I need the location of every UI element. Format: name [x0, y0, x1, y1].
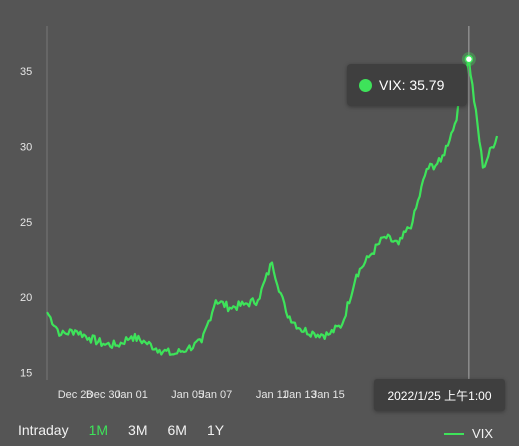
- x-tick-label: Dec 30: [86, 389, 121, 401]
- y-tick-label: 25: [20, 217, 32, 229]
- y-tick-label: 30: [20, 142, 32, 154]
- y-tick-label: 20: [20, 292, 32, 304]
- y-tick-label: 35: [20, 66, 32, 78]
- x-tick-label: Jan 07: [199, 389, 232, 401]
- value-tooltip: VIX: 35.79: [347, 64, 467, 106]
- range-selector: Intraday 1M 3M 6M 1Y: [18, 422, 244, 438]
- x-tick-label: Jan 05: [171, 389, 204, 401]
- time-tooltip: 2022/1/25 上午1:00: [374, 379, 505, 411]
- range-1m[interactable]: 1M: [88, 422, 109, 438]
- vix-series-line: [46, 58, 499, 356]
- chart-legend[interactable]: VIX: [444, 426, 493, 441]
- range-intraday[interactable]: Intraday: [18, 422, 69, 438]
- series-dot-icon: [359, 78, 372, 92]
- range-6m[interactable]: 6M: [167, 422, 187, 438]
- x-tick-label: Dec 28: [58, 389, 93, 401]
- y-tick-label: 15: [20, 367, 32, 379]
- range-3m[interactable]: 3M: [128, 422, 148, 438]
- legend-label: VIX: [472, 426, 493, 441]
- x-tick-label: Jan 11: [256, 389, 288, 401]
- hover-point[interactable]: [464, 54, 474, 64]
- x-tick-label: Jan 15: [312, 389, 345, 401]
- y-axis-ticks: 15 20 25 30 35: [20, 66, 32, 379]
- x-tick-label: Jan 13: [284, 389, 317, 401]
- range-1y[interactable]: 1Y: [206, 422, 225, 438]
- legend-swatch: [444, 432, 465, 435]
- tooltip-value: VIX: 35.79: [379, 77, 445, 93]
- tooltip-time: 2022/1/25 上午1:00: [387, 388, 492, 403]
- x-tick-label: Jan 01: [115, 389, 148, 401]
